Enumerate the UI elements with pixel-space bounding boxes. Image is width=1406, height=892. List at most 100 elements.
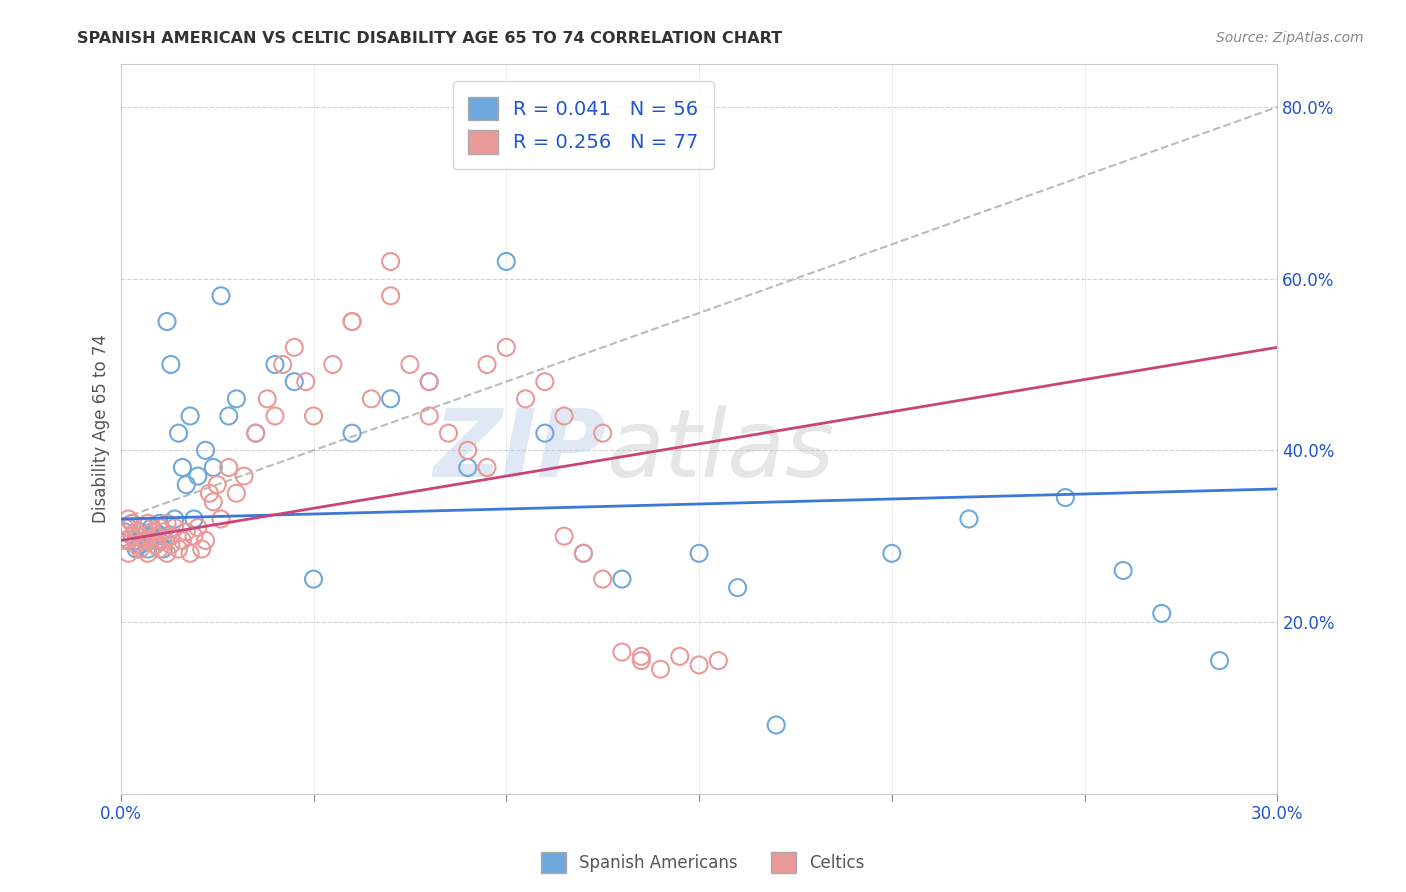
Point	[174, 477, 197, 491]
Point	[457, 460, 479, 475]
Point	[172, 460, 194, 475]
Point	[156, 516, 179, 531]
Point	[245, 426, 267, 441]
Point	[121, 529, 143, 543]
Point	[145, 538, 167, 552]
Point	[205, 477, 228, 491]
Point	[610, 572, 633, 586]
Point	[136, 533, 159, 548]
Legend: R = 0.041   N = 56, R = 0.256   N = 77: R = 0.041 N = 56, R = 0.256 N = 77	[453, 81, 714, 169]
Point	[360, 392, 382, 406]
Point	[179, 546, 201, 560]
Point	[340, 315, 363, 329]
Point	[121, 516, 143, 531]
Point	[148, 542, 170, 557]
Point	[148, 533, 170, 548]
Point	[190, 542, 212, 557]
Point	[202, 460, 225, 475]
Point	[1208, 654, 1230, 668]
Point	[380, 254, 402, 268]
Point	[264, 409, 287, 423]
Point	[437, 426, 460, 441]
Point	[121, 529, 143, 543]
Point	[129, 529, 152, 543]
Point	[688, 657, 710, 672]
Point	[156, 315, 179, 329]
Point	[418, 375, 440, 389]
Point	[475, 358, 498, 372]
Point	[156, 546, 179, 560]
Point	[125, 542, 148, 557]
Point	[650, 662, 672, 676]
Point	[630, 649, 652, 664]
Point	[148, 520, 170, 534]
Point	[129, 538, 152, 552]
Point	[160, 358, 183, 372]
Point	[688, 546, 710, 560]
Point	[167, 426, 190, 441]
Point	[399, 358, 422, 372]
Point	[145, 524, 167, 539]
Point	[117, 546, 139, 560]
Point	[418, 409, 440, 423]
Point	[534, 426, 557, 441]
Point	[160, 538, 183, 552]
Point	[187, 520, 209, 534]
Point	[302, 572, 325, 586]
Point	[117, 520, 139, 534]
Point	[167, 542, 190, 557]
Point	[132, 533, 155, 548]
Point	[495, 254, 517, 268]
Point	[1112, 564, 1135, 578]
Point	[114, 520, 136, 534]
Point	[125, 524, 148, 539]
Point	[225, 392, 247, 406]
Point	[553, 409, 575, 423]
Point	[380, 392, 402, 406]
Point	[114, 524, 136, 539]
Point	[183, 512, 205, 526]
Point	[256, 392, 278, 406]
Point	[163, 512, 186, 526]
Point	[957, 512, 980, 526]
Point	[572, 546, 595, 560]
Point	[129, 524, 152, 539]
Text: Source: ZipAtlas.com: Source: ZipAtlas.com	[1216, 31, 1364, 45]
Point	[302, 409, 325, 423]
Point	[121, 516, 143, 531]
Point	[765, 718, 787, 732]
Point	[495, 340, 517, 354]
Point	[592, 426, 614, 441]
Point	[145, 529, 167, 543]
Point	[129, 542, 152, 557]
Point	[264, 358, 287, 372]
Point	[534, 375, 557, 389]
Point	[1150, 607, 1173, 621]
Point	[380, 289, 402, 303]
Point	[136, 546, 159, 560]
Point	[209, 512, 232, 526]
Point	[225, 486, 247, 500]
Point	[283, 375, 305, 389]
Point	[553, 529, 575, 543]
Point	[610, 645, 633, 659]
Point	[132, 520, 155, 534]
Point	[592, 572, 614, 586]
Point	[152, 533, 174, 548]
Point	[572, 546, 595, 560]
Point	[114, 533, 136, 548]
Point	[322, 358, 344, 372]
Point	[125, 533, 148, 548]
Point	[233, 469, 256, 483]
Point	[475, 460, 498, 475]
Point	[202, 495, 225, 509]
Point	[141, 520, 163, 534]
Point	[707, 654, 730, 668]
Point	[1054, 491, 1077, 505]
Point	[125, 538, 148, 552]
Point	[218, 409, 240, 423]
Point	[136, 516, 159, 531]
Point	[141, 524, 163, 539]
Point	[152, 542, 174, 557]
Text: SPANISH AMERICAN VS CELTIC DISABILITY AGE 65 TO 74 CORRELATION CHART: SPANISH AMERICAN VS CELTIC DISABILITY AG…	[77, 31, 783, 46]
